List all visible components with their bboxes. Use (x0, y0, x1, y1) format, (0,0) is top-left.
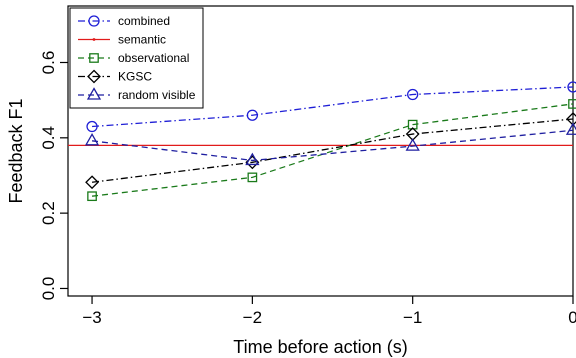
x-tick-label: −2 (243, 308, 262, 327)
axes: −3 −2 −1 0 0.0 0.2 0.4 0.6 (39, 51, 576, 327)
series-line (91, 118, 574, 183)
data-point (567, 81, 576, 93)
x-tick-label: −3 (82, 308, 101, 327)
data-point (246, 109, 259, 121)
legend-entry: combined (78, 14, 170, 28)
y-tick-label: 0.4 (39, 126, 58, 150)
legend-label: combined (118, 14, 170, 28)
legend-label: observational (118, 51, 189, 65)
data-point (247, 172, 258, 183)
x-tick-label: 0 (568, 308, 576, 327)
series-combined (86, 81, 576, 133)
legend-label: semantic (118, 33, 166, 47)
series-line (91, 103, 574, 197)
series-line (92, 86, 574, 128)
series-random-visible (84, 122, 576, 166)
legend-entry: KGSC (78, 70, 152, 84)
data-point (565, 122, 576, 135)
legend-marker (88, 15, 100, 27)
legend-marker (92, 38, 96, 41)
legend-marker (89, 53, 99, 63)
x-tick-label: −1 (403, 308, 422, 327)
y-tick-label: 0.0 (39, 277, 58, 301)
data-point (87, 191, 97, 202)
data-point (405, 138, 420, 151)
legend-entry: random visible (78, 87, 196, 102)
legend-entry: observational (78, 51, 189, 65)
data-point (84, 133, 100, 146)
series-layer (68, 81, 576, 202)
plot-frame (67, 5, 574, 297)
data-point (86, 120, 98, 133)
legend-marker (86, 87, 102, 100)
data-point (407, 88, 419, 101)
data-point (245, 152, 260, 166)
series-line (91, 129, 574, 162)
y-tick-label: 0.6 (39, 51, 58, 75)
legend-label: KGSC (118, 70, 152, 84)
x-axis-label: Time before action (s) (233, 337, 407, 357)
series-KGSC (85, 112, 576, 190)
y-tick-label: 0.2 (39, 201, 58, 225)
data-point (568, 99, 576, 109)
legend: combined semantic observational KGSC random … (69, 7, 204, 109)
series-observational (87, 99, 576, 202)
legend-label: random visible (118, 88, 196, 102)
legend-marker (87, 69, 101, 84)
legend-entry: semantic (78, 33, 166, 47)
y-axis-label: Feedback F1 (6, 98, 26, 203)
data-point (85, 175, 99, 190)
plot-area (67, 5, 574, 297)
